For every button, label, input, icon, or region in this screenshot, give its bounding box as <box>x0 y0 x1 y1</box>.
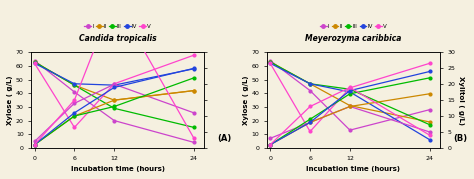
Legend: I, II, III, IV, V: I, II, III, IV, V <box>82 22 153 31</box>
Y-axis label: Xylose ( g/L): Xylose ( g/L) <box>7 75 13 125</box>
Title: Candida tropicalis: Candida tropicalis <box>79 34 156 43</box>
Y-axis label: Xylitol ( g/L): Xylitol ( g/L) <box>458 76 464 125</box>
Text: (B): (B) <box>454 134 467 143</box>
X-axis label: Incubation time (hours): Incubation time (hours) <box>71 166 164 172</box>
Text: (A): (A) <box>218 134 232 143</box>
Y-axis label: Xylose ( g/L): Xylose ( g/L) <box>243 75 249 125</box>
Legend: I, II, III, IV, V: I, II, III, IV, V <box>318 22 389 31</box>
X-axis label: Incubation time (hours): Incubation time (hours) <box>306 166 400 172</box>
Title: Meyerozyma caribbica: Meyerozyma caribbica <box>305 34 401 43</box>
